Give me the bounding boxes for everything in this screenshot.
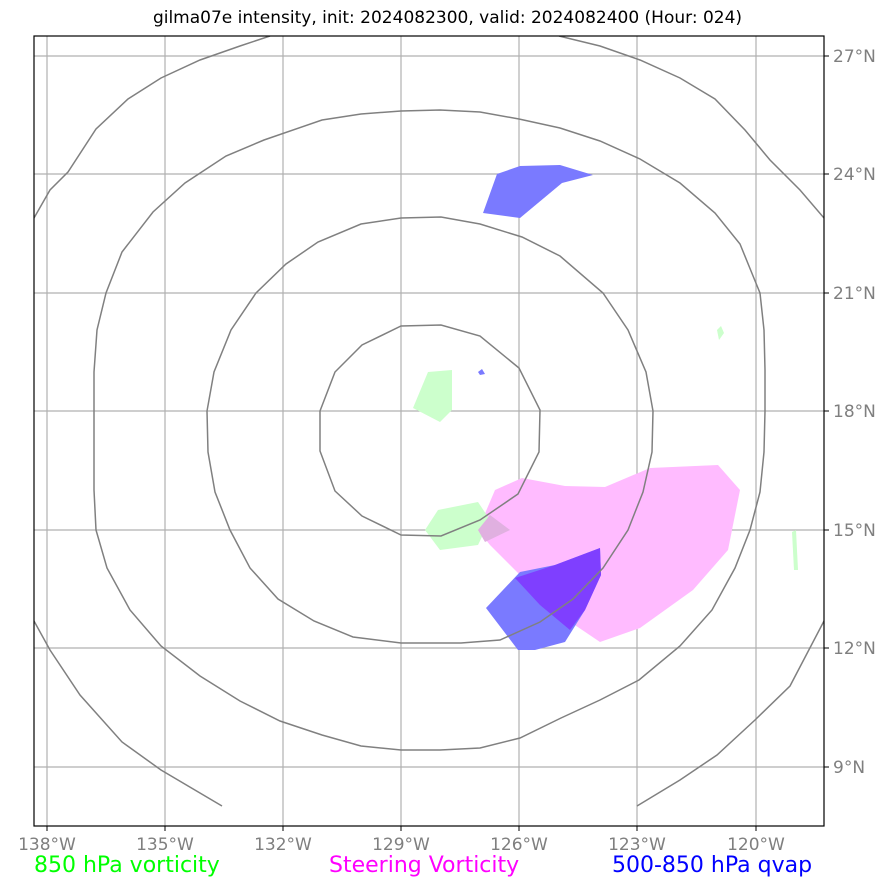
- range-ring-3: [93, 109, 766, 751]
- lon-label-132w: 132°W: [254, 835, 312, 855]
- lat-label-27n: 27°N: [833, 47, 876, 67]
- qvap-area-north: [483, 165, 593, 218]
- lat-label-15n: 15°N: [833, 521, 876, 541]
- range-ring-4d: [636, 620, 824, 807]
- lat-label-24n: 24°N: [833, 165, 876, 185]
- vorticity-850-area-overlap: [478, 515, 510, 542]
- lat-label-18n: 18°N: [833, 402, 876, 422]
- range-ring-1: [319, 324, 541, 537]
- vorticity-850-area-north: [413, 370, 452, 422]
- vorticity-850-area-east: [717, 326, 724, 340]
- gridlines: [34, 36, 824, 826]
- lat-label-21n: 21°N: [833, 284, 876, 304]
- range-ring-4b: [558, 36, 824, 219]
- longitude-labels: 138°W 135°W 132°W 129°W 126°W 123°W 120°…: [18, 835, 785, 855]
- latitude-labels: 27°N 24°N 21°N 18°N 15°N 12°N 9°N: [833, 47, 876, 778]
- map-title: gilma07e intensity, init: 2024082300, va…: [152, 8, 743, 28]
- vorticity-850-area-far-east: [792, 530, 798, 570]
- range-rings: [34, 36, 824, 807]
- range-ring-4: [34, 36, 271, 219]
- lon-label-138w: 138°W: [18, 835, 76, 855]
- range-ring-4c: [34, 620, 223, 807]
- qvap-steering-overlap: [515, 548, 601, 630]
- range-ring-2: [206, 216, 654, 644]
- tick-marks: [46, 55, 829, 831]
- vorticity-850-area-south: [425, 502, 490, 550]
- legend-steering-vorticity: Steering Vorticity: [329, 853, 520, 878]
- lon-label-123w: 123°W: [608, 835, 666, 855]
- lat-label-9n: 9°N: [833, 758, 865, 778]
- legend-850-hpa-vorticity: 850 hPa vorticity: [34, 853, 220, 878]
- lon-label-120w: 120°W: [727, 835, 785, 855]
- lon-label-135w: 135°W: [136, 835, 194, 855]
- lat-label-12n: 12°N: [833, 639, 876, 659]
- lon-label-126w: 126°W: [490, 835, 548, 855]
- lon-label-129w: 129°W: [372, 835, 430, 855]
- plot-frame: [33, 35, 825, 827]
- legend-qvap: 500-850 hPa qvap: [612, 853, 813, 878]
- qvap-area-small: [478, 369, 485, 375]
